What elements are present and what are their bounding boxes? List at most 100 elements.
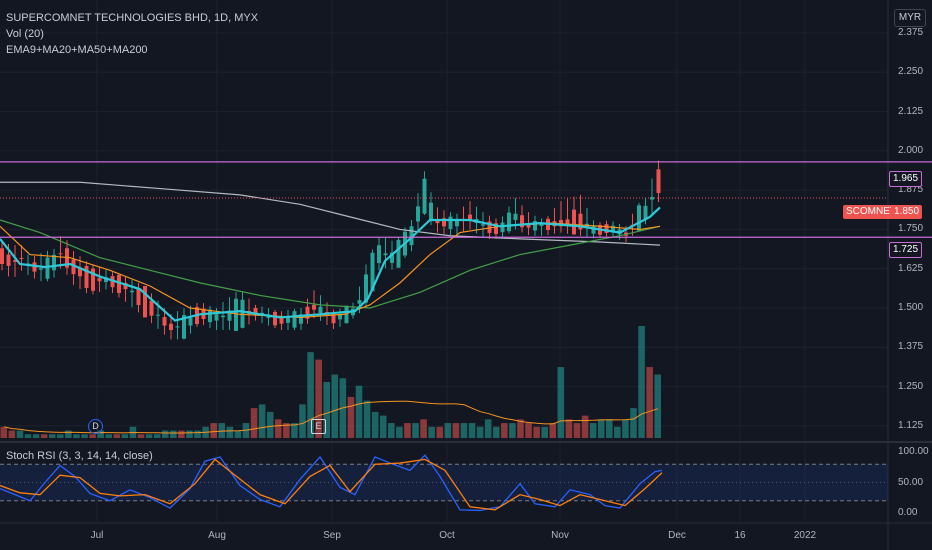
candle-body	[390, 252, 394, 263]
volume-bar	[355, 385, 363, 438]
moving-averages-label[interactable]: EMA9+MA20+MA50+MA200	[6, 44, 148, 56]
volume-bar	[492, 426, 500, 438]
candle-body	[494, 223, 498, 234]
candle-body	[409, 226, 414, 246]
volume-bar	[614, 426, 621, 438]
time-tick-label: Sep	[323, 530, 341, 541]
candle-body	[312, 304, 316, 310]
volume-bar	[420, 419, 427, 438]
candle-body	[58, 253, 63, 255]
candle-body	[117, 274, 121, 293]
ema9-line	[0, 206, 661, 322]
volume-bar	[533, 426, 540, 438]
volume-bar	[468, 423, 476, 438]
volume-bar	[517, 419, 524, 438]
chart-legend: SUPERCOMNET TECHNOLOGIES BHD, 1D, MYX Vo…	[6, 10, 258, 58]
volume-bar	[137, 434, 145, 438]
candle-body	[656, 169, 661, 194]
candle-body	[500, 222, 505, 233]
candle-body	[6, 254, 11, 266]
time-tick-label: Aug	[208, 530, 226, 541]
candle-body	[526, 223, 531, 228]
volume-bar	[153, 434, 161, 438]
candle-body	[481, 224, 485, 226]
candle-body	[435, 220, 440, 224]
candle-body	[136, 288, 141, 306]
candle-body	[273, 312, 277, 326]
candle-body	[416, 206, 420, 222]
volume-bar	[291, 423, 298, 438]
volume-bar	[210, 423, 217, 438]
volume-bar	[557, 367, 565, 438]
candle-body	[13, 260, 17, 262]
candle-body	[604, 224, 609, 234]
candle-body	[572, 209, 576, 235]
volume-bar	[178, 430, 185, 438]
price-tick-label: 1.750	[898, 223, 924, 235]
volume-bar	[186, 430, 193, 438]
candle-body	[318, 306, 323, 314]
candle-body	[520, 215, 524, 228]
volume-bar	[388, 423, 395, 438]
candle-body	[513, 213, 518, 220]
candle-body	[565, 219, 570, 226]
currency-button[interactable]: MYR	[894, 9, 926, 27]
candle-body	[104, 277, 108, 283]
time-tick-label: Dec	[668, 530, 686, 541]
last-price-tag: 1.850	[891, 205, 923, 219]
candle-body	[156, 314, 160, 316]
volume-bar	[581, 415, 589, 438]
ma200-line	[0, 181, 661, 246]
price-tick-label: 1.375	[898, 341, 924, 353]
stoch-k-line	[0, 454, 663, 512]
volume-bar	[65, 430, 72, 438]
earnings-marker[interactable]: E	[311, 419, 326, 434]
candle-body	[286, 316, 290, 323]
volume-indicator-label[interactable]: Vol (20)	[6, 28, 44, 40]
candle-body	[169, 323, 173, 330]
volume-bar	[605, 419, 613, 438]
volume-bar	[315, 359, 322, 438]
price-tick-label: 1.125	[898, 419, 924, 431]
volume-bar	[412, 423, 419, 438]
candle-body	[344, 305, 349, 324]
candle-body	[429, 202, 433, 220]
volume-bar	[597, 419, 605, 438]
volume-bar	[57, 434, 64, 438]
candle-body	[0, 248, 4, 264]
candle-body	[84, 266, 89, 288]
candle-body	[227, 310, 232, 321]
volume-bar	[428, 426, 435, 438]
volume-bar	[444, 423, 452, 438]
candle-body	[214, 314, 219, 321]
volume-bar	[97, 430, 104, 438]
candle-body	[357, 300, 362, 304]
volume-bar	[8, 430, 16, 438]
candle-body	[468, 214, 472, 220]
price-tick-label: 2.250	[898, 66, 924, 78]
time-tick-label: 16	[734, 530, 746, 541]
volume-bar	[0, 426, 8, 438]
candle-body	[240, 299, 245, 328]
volume-bar	[48, 434, 56, 438]
candle-body	[539, 224, 544, 226]
volume-bar	[234, 430, 242, 438]
stoch-tick-label: 50.00	[898, 476, 924, 488]
volume-bar	[40, 434, 48, 438]
candle-body	[123, 282, 128, 290]
volume-bar	[105, 434, 113, 438]
time-tick-label: 2022	[793, 530, 817, 541]
support-price-tag: 1.725	[889, 242, 923, 258]
stoch-tick-label: 100.00	[898, 446, 929, 458]
candle-body	[32, 262, 37, 272]
candle-body	[143, 286, 147, 318]
time-tick-label: Jul	[90, 530, 104, 541]
dividend-marker[interactable]: D	[88, 419, 103, 434]
volume-bar	[145, 434, 153, 438]
volume-bar	[484, 419, 492, 438]
symbol-title[interactable]: SUPERCOMNET TECHNOLOGIES BHD, 1D, MYX	[6, 12, 259, 24]
candle-body	[91, 268, 95, 291]
volume-bar	[347, 396, 355, 438]
stoch-rsi-label[interactable]: Stoch RSI (3, 3, 14, 14, close)	[6, 450, 153, 462]
